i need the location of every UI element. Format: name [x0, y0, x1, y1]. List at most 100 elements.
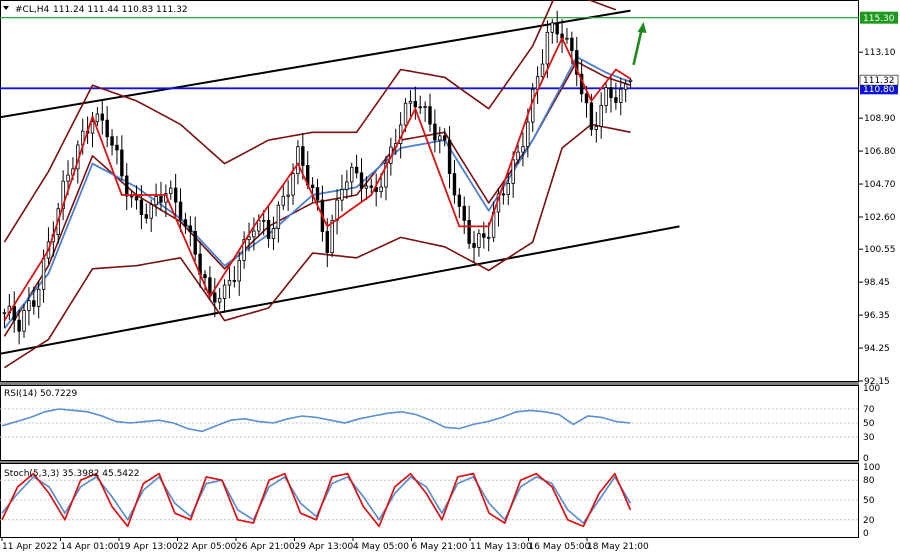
candle [594, 111, 599, 143]
bollinger-lower-band [3, 123, 631, 369]
candle [105, 106, 109, 148]
candle-body [570, 37, 574, 51]
candle [17, 309, 21, 345]
candle-body [213, 292, 217, 303]
candle-body [623, 83, 628, 90]
candle-body [413, 101, 418, 108]
candle-body [345, 181, 349, 190]
candle [188, 216, 193, 247]
time-tick-label: 6 May 21:00 [412, 542, 468, 552]
candle-body [565, 37, 569, 40]
candle-body [208, 277, 212, 294]
stoch-tick-label: 50 [863, 496, 875, 506]
candle-body [173, 187, 178, 203]
fast-moving-average [3, 37, 631, 322]
candle-body [540, 63, 545, 78]
time-tick-label: 11 May 13:00 [470, 542, 532, 552]
candle [286, 180, 290, 211]
candle-body [276, 204, 281, 230]
price-tick-label: 100.55 [864, 245, 896, 255]
price-tick-label: 108.90 [864, 114, 896, 124]
candle [125, 163, 129, 211]
candle-body [325, 231, 329, 253]
rsi-pane: 0 30 50 70 100 [0, 384, 880, 464]
candle [604, 81, 608, 114]
candle [159, 181, 163, 211]
candle-body [193, 231, 197, 255]
candle-body [286, 194, 290, 197]
candle [227, 267, 232, 299]
symbol-label: #CL,H4 [15, 5, 49, 15]
candle-body [27, 300, 31, 311]
candle-body [110, 136, 114, 146]
candle-body [452, 173, 457, 196]
candle [183, 212, 188, 234]
time-tick-label: 18 May 21:00 [587, 542, 649, 552]
candle [575, 36, 579, 87]
candle-body [125, 175, 129, 197]
candle-body [604, 87, 608, 106]
candle [374, 173, 378, 207]
candle-body [105, 119, 109, 138]
rsi-title: RSI(14) 50.7229 [4, 389, 77, 399]
candle-body [486, 236, 491, 239]
candle-body [281, 195, 285, 206]
candle-body [472, 243, 476, 248]
candle [359, 158, 364, 202]
candle [423, 101, 427, 122]
price-tick-label: 106.80 [864, 147, 896, 157]
time-axis: 11 Apr 2022 14 Apr 01:00 19 Apr 13:00 22 Ap… [1, 537, 649, 552]
candle [110, 129, 114, 156]
candle-body [134, 196, 139, 201]
candle-body [154, 196, 158, 206]
stoch-main-line [1, 472, 632, 528]
rsi-tick-label: 50 [863, 419, 875, 429]
candle [296, 140, 300, 185]
candle [237, 251, 241, 296]
candle-body [149, 204, 153, 219]
candle [531, 83, 535, 132]
candle-body [350, 166, 354, 183]
candle-body [614, 97, 618, 103]
rsi-tick-label: 0 [863, 454, 869, 464]
candle [7, 294, 12, 321]
candle-body [222, 284, 227, 299]
candle [609, 76, 613, 113]
candle [22, 304, 26, 338]
candle [232, 265, 237, 288]
candle-body [550, 22, 554, 33]
candle [433, 109, 437, 153]
candle-body [252, 230, 256, 238]
candle-body [442, 135, 447, 141]
candle-body [291, 173, 295, 196]
candle-body [2, 312, 7, 315]
candle [310, 177, 315, 202]
candle-body [418, 106, 422, 109]
candle-body [144, 214, 148, 219]
candle [32, 286, 36, 315]
candle-body [261, 219, 266, 222]
price-axis: 92.15 94.25 96.35 98.45 100.55 102.60 104.70 10… [859, 11, 899, 387]
candle [384, 155, 388, 201]
candle [27, 287, 31, 326]
candle-body [178, 201, 183, 221]
stoch-tick-label: 20 [863, 516, 875, 526]
candle [242, 231, 246, 269]
rsi-tick-label: 70 [863, 405, 875, 415]
candle [472, 230, 476, 263]
forecast-arrow-shaft [632, 29, 643, 66]
symbol-dropdown-icon[interactable] [3, 6, 9, 10]
candle-body [296, 146, 300, 175]
level-price-label: 115.30 [863, 14, 895, 24]
candle [560, 19, 564, 53]
candle [521, 132, 525, 167]
candle [614, 82, 618, 110]
candle-body [477, 233, 481, 248]
candle [428, 93, 432, 132]
candle-body [61, 180, 65, 210]
candle-body [447, 139, 452, 174]
candle [447, 126, 452, 189]
candle [623, 79, 628, 103]
candle-body [159, 196, 163, 203]
